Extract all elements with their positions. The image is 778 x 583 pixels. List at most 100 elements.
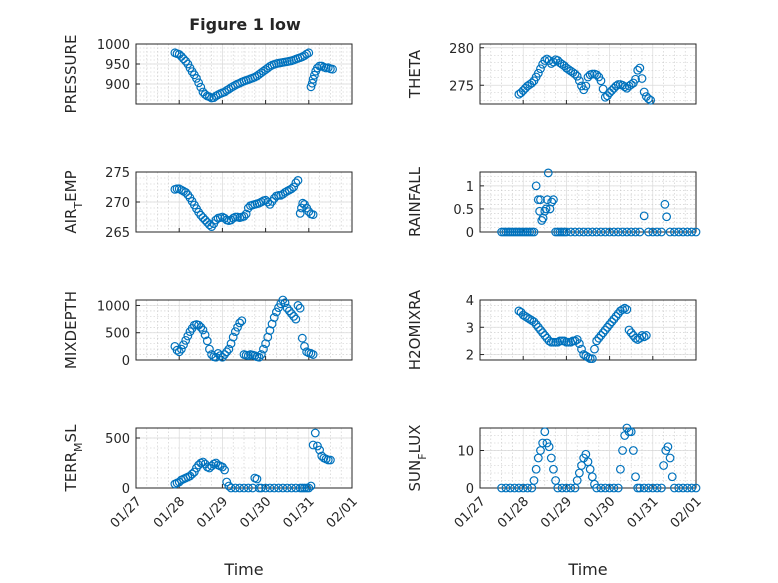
data-point [616, 306, 625, 316]
subplot-mixdepth: 0 500 1000 MIXDEPTH [62, 291, 353, 369]
data-point [176, 344, 186, 354]
data-point [300, 51, 309, 60]
data-point [631, 472, 640, 482]
data-point [307, 78, 317, 88]
data-point [174, 347, 184, 357]
data-point [678, 227, 688, 237]
data-point [566, 483, 576, 493]
y-tick-label: 10 [457, 445, 474, 460]
data-point [644, 227, 653, 237]
data-point [304, 48, 314, 58]
data-point [284, 306, 294, 316]
data-point [272, 307, 281, 317]
data-point [665, 453, 675, 463]
data-point [181, 187, 191, 197]
data-point [205, 92, 214, 102]
data-point [289, 182, 299, 192]
data-point [598, 84, 608, 94]
data-point [282, 303, 292, 313]
chart-title: Figure 1 low [189, 15, 301, 34]
data-point [282, 186, 292, 196]
data-point [674, 483, 684, 493]
data-point [250, 72, 260, 82]
data-point [605, 483, 614, 493]
data-point [263, 197, 273, 207]
data-point [648, 227, 658, 237]
data-point [287, 309, 296, 319]
data-point [691, 483, 701, 493]
data-point [566, 227, 576, 237]
data-point [540, 331, 550, 340]
y-tick-label: 900 [105, 78, 130, 93]
y-tick-label: 950 [105, 58, 130, 73]
data-point [613, 483, 623, 493]
data-point [613, 227, 623, 237]
data-point [200, 89, 210, 99]
data-point [529, 317, 539, 327]
data-point [300, 341, 309, 351]
data-point [291, 314, 301, 324]
subplot-rainfall: 0 0.5 1 RAINFALL [406, 166, 701, 241]
subplot-pressure: 900 950 1000 PRESSURE [62, 35, 353, 113]
y-axis-label: THETA [406, 49, 424, 99]
data-point [259, 344, 268, 354]
data-point [667, 472, 677, 482]
data-point [224, 344, 234, 354]
data-point [635, 63, 645, 73]
data-point [682, 227, 692, 237]
data-point [230, 327, 240, 337]
data-point [310, 70, 319, 80]
data-point [198, 213, 208, 223]
data-point [559, 336, 569, 346]
data-point [315, 445, 325, 455]
data-point [626, 328, 636, 338]
data-point [304, 483, 314, 493]
data-point [536, 64, 545, 74]
data-point [635, 227, 645, 237]
data-point [207, 350, 217, 359]
data-point [600, 325, 610, 335]
data-point [174, 184, 184, 194]
data-point [261, 483, 271, 493]
data-point [198, 457, 208, 467]
data-point [670, 483, 679, 493]
data-point [587, 227, 597, 237]
data-point [639, 211, 649, 221]
data-point [194, 78, 204, 88]
y-tick-label: 1 [466, 180, 474, 195]
subplot-air_temp: 265 270 275 AIRTEMP [62, 166, 353, 241]
data-point [200, 330, 210, 340]
data-point [622, 305, 632, 314]
data-point [659, 461, 668, 470]
data-point [523, 483, 532, 493]
data-point [598, 328, 608, 338]
data-point [609, 314, 619, 324]
data-point [536, 195, 545, 205]
data-point [289, 311, 299, 321]
data-point [641, 331, 651, 340]
data-point [278, 295, 288, 305]
data-point [222, 85, 232, 95]
data-point [562, 483, 571, 493]
data-point [215, 351, 225, 361]
data-point [570, 336, 580, 346]
data-point [631, 227, 640, 237]
data-point [639, 483, 649, 493]
data-point [501, 483, 511, 493]
data-point [205, 220, 214, 230]
data-point [607, 317, 617, 327]
data-point [293, 175, 303, 185]
data-point [648, 483, 658, 493]
data-point [541, 204, 551, 214]
data-point [581, 81, 591, 91]
data-point [628, 446, 638, 455]
data-point [678, 483, 688, 493]
data-point [544, 336, 554, 346]
y-tick-label: 280 [449, 42, 474, 57]
data-point [652, 227, 662, 237]
data-point [181, 335, 191, 345]
data-point [228, 213, 238, 223]
data-point [308, 350, 318, 359]
data-point [624, 325, 634, 335]
